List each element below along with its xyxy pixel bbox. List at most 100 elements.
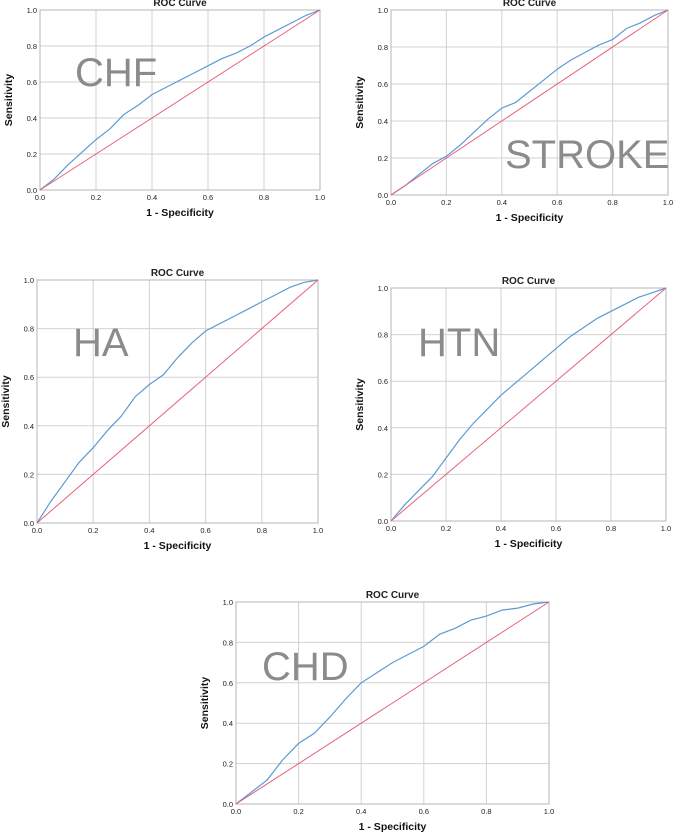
reference-diagonal-line — [390, 287, 667, 522]
plot-area-frame — [39, 9, 321, 191]
x-axis-label: 1 - Specificity — [496, 212, 564, 224]
x-tick-label: 0.6 — [551, 524, 561, 533]
chart-title: ROC Curve — [502, 276, 556, 287]
x-tick-label: 0.0 — [386, 524, 396, 533]
roc-curve-line — [390, 287, 667, 522]
panel-watermark-label: HTN — [418, 321, 500, 365]
y-tick-label: 1.0 — [378, 284, 388, 293]
roc-curve-line — [390, 9, 669, 196]
y-tick-label: 0.8 — [24, 325, 34, 334]
y-tick-label: 0.6 — [223, 679, 233, 688]
x-tick-label: 0.2 — [293, 807, 303, 816]
panel-watermark-label: STROKE — [505, 133, 669, 177]
y-axis-label: Sensitivity — [3, 74, 15, 127]
x-tick-label: 0.8 — [606, 524, 616, 533]
x-tick-label: 0.0 — [35, 193, 45, 202]
x-tick-label: 0.2 — [88, 526, 98, 535]
y-tick-label: 0.8 — [378, 331, 388, 340]
x-tick-label: 0.4 — [147, 193, 157, 202]
panel-watermark-label: CHD — [262, 645, 349, 689]
x-axis-label: 1 - Specificity — [495, 538, 563, 550]
x-tick-label: 0.0 — [386, 198, 396, 207]
x-tick-label: 0.0 — [32, 526, 42, 535]
panel-watermark-label: HA — [73, 321, 129, 365]
y-tick-label: 0.6 — [378, 377, 388, 386]
y-tick-label: 0.4 — [24, 422, 34, 431]
y-tick-label: 0.4 — [378, 424, 388, 433]
roc-curve-line — [235, 601, 550, 805]
x-tick-label: 0.6 — [203, 193, 213, 202]
y-tick-label: 0.0 — [223, 800, 233, 809]
plot-area-frame — [390, 9, 669, 196]
y-tick-label: 0.8 — [378, 43, 388, 52]
y-tick-label: 0.4 — [378, 117, 388, 126]
roc-curve-line — [39, 9, 321, 191]
x-tick-label: 0.8 — [259, 193, 269, 202]
plot-area-frame — [36, 279, 319, 524]
y-tick-label: 1.0 — [223, 598, 233, 607]
x-tick-label: 0.2 — [441, 524, 451, 533]
x-axis-label: 1 - Specificity — [144, 540, 212, 552]
plot-area-frame — [235, 601, 550, 805]
x-tick-label: 0.2 — [91, 193, 101, 202]
reference-diagonal-line — [235, 601, 550, 805]
chart-title: ROC Curve — [153, 0, 207, 9]
y-axis-label: Sensitivity — [354, 76, 366, 129]
panel-watermark-label: CHF — [75, 51, 157, 95]
y-tick-label: 0.0 — [27, 186, 37, 195]
y-tick-label: 0.6 — [24, 373, 34, 382]
x-tick-label: 1.0 — [661, 524, 671, 533]
y-tick-label: 0.4 — [27, 114, 37, 123]
y-tick-label: 0.2 — [27, 150, 37, 159]
y-tick-label: 1.0 — [24, 276, 34, 285]
x-tick-label: 0.6 — [200, 526, 210, 535]
y-axis-label: Sensitivity — [199, 677, 211, 730]
y-tick-label: 0.0 — [24, 519, 34, 528]
x-tick-label: 0.2 — [441, 198, 451, 207]
x-tick-label: 0.0 — [231, 807, 241, 816]
roc-panel-chd: CHD 0.0 0.2 0.4 0.6 0.8 1.0 0.0 0.2 0.4 0.6 0.8 1.0 R… — [199, 590, 554, 832]
y-axis-label: Sensitivity — [354, 378, 366, 431]
x-tick-label: 0.8 — [481, 807, 491, 816]
chart-title: ROC Curve — [366, 590, 420, 601]
x-tick-label: 0.6 — [419, 807, 429, 816]
y-tick-label: 0.8 — [223, 638, 233, 647]
x-tick-label: 1.0 — [663, 198, 673, 207]
y-axis-label: Sensitivity — [0, 375, 12, 428]
y-tick-label: 0.2 — [378, 470, 388, 479]
x-tick-label: 0.8 — [607, 198, 617, 207]
x-tick-label: 0.6 — [552, 198, 562, 207]
x-tick-label: 0.4 — [356, 807, 366, 816]
y-tick-label: 0.2 — [24, 470, 34, 479]
y-tick-label: 1.0 — [27, 6, 37, 15]
y-tick-label: 0.8 — [27, 42, 37, 51]
y-tick-label: 0.0 — [378, 191, 388, 200]
y-tick-label: 0.2 — [378, 154, 388, 163]
x-tick-label: 1.0 — [313, 526, 323, 535]
roc-panel-ha: HA 0.0 0.2 0.4 0.6 0.8 1.0 0.0 0.2 0.4 0.6 0.8 1.0 RO… — [0, 268, 323, 552]
x-tick-label: 0.4 — [496, 524, 506, 533]
x-tick-label: 0.8 — [257, 526, 267, 535]
roc-panel-stroke: STROKE 0.0 0.2 0.4 0.6 0.8 1.0 0.0 0.2 0.4 0.6 0.8 1… — [354, 0, 673, 224]
y-tick-label: 0.6 — [378, 80, 388, 89]
x-tick-label: 0.4 — [497, 198, 507, 207]
reference-diagonal-line — [36, 279, 319, 524]
y-tick-label: 0.4 — [223, 719, 233, 728]
roc-panel-htn: HTN 0.0 0.2 0.4 0.6 0.8 1.0 0.0 0.2 0.4 0.6 0.8 1.0 R… — [354, 276, 671, 550]
x-tick-label: 1.0 — [544, 807, 554, 816]
x-tick-label: 1.0 — [315, 193, 325, 202]
plot-area-frame — [390, 287, 667, 522]
reference-diagonal-line — [39, 9, 321, 191]
chart-title: ROC Curve — [151, 268, 205, 279]
x-axis-label: 1 - Specificity — [146, 207, 214, 219]
roc-panel-chf: CHF 0.0 0.2 0.4 0.6 0.8 1.0 0.0 0.2 0.4 0.6 0.8 1.0 R… — [3, 0, 325, 219]
reference-diagonal-line — [390, 9, 669, 196]
y-tick-label: 0.6 — [27, 78, 37, 87]
y-tick-label: 1.0 — [378, 6, 388, 15]
x-tick-label: 0.4 — [144, 526, 154, 535]
y-tick-label: 0.2 — [223, 760, 233, 769]
y-tick-label: 0.0 — [378, 517, 388, 526]
roc-curve-line — [36, 279, 319, 524]
chart-title: ROC Curve — [503, 0, 557, 9]
